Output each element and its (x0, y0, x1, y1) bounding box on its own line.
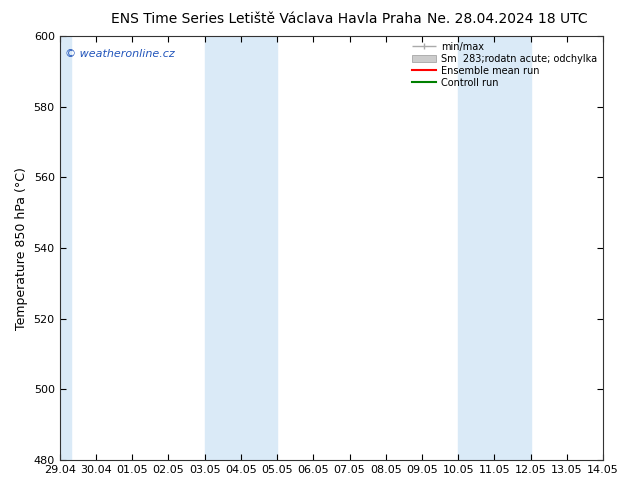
Bar (60, 36, 70, 460)
Text: Ne. 28.04.2024 18 UTC: Ne. 28.04.2024 18 UTC (427, 12, 588, 26)
Legend: min/max, Sm  283;rodatn acute; odchylka, Ensemble mean run, Controll run: min/max, Sm 283;rodatn acute; odchylka, … (409, 39, 600, 91)
Text: © weatheronline.cz: © weatheronline.cz (65, 49, 175, 59)
Text: ENS Time Series Letiště Václava Havla Praha: ENS Time Series Letiště Václava Havla Pr… (111, 12, 422, 26)
Bar (458, 36, 531, 460)
Bar (205, 36, 277, 460)
Y-axis label: Temperature 850 hPa (°C): Temperature 850 hPa (°C) (15, 167, 28, 330)
